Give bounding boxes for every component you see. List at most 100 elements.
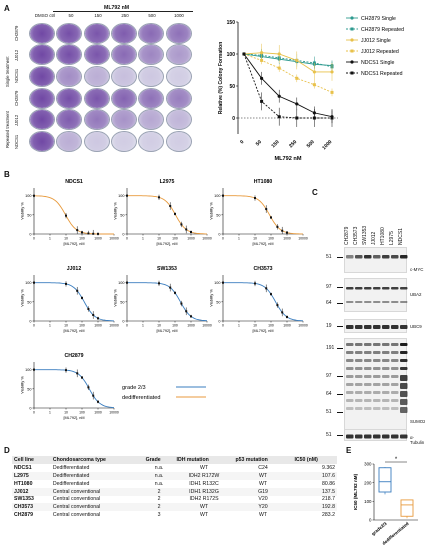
colony-plate — [138, 87, 165, 109]
panel-label-b: B — [4, 170, 10, 179]
data-point — [185, 310, 188, 313]
colony-plate — [29, 109, 55, 131]
colony-plate — [165, 22, 192, 44]
mw-tick — [337, 394, 343, 395]
x-axis-label: [ML792], nM — [252, 329, 273, 333]
y-tick-label: 0 — [369, 518, 372, 523]
protein-band — [391, 434, 399, 439]
legend-label: JJ012 Repeated — [361, 49, 399, 55]
colony-plate — [110, 109, 137, 131]
blot-bands — [346, 343, 408, 413]
fit-curve — [127, 282, 208, 322]
table-cell: WT — [174, 503, 234, 512]
x-tick-label: 1 — [142, 237, 144, 241]
colony-stain — [30, 45, 54, 65]
protein-band — [400, 407, 408, 413]
panel-label-a: A — [4, 4, 10, 13]
data-point — [330, 70, 334, 74]
x-tick-label: 100 — [79, 324, 85, 328]
colony-stain — [84, 23, 109, 43]
lane-label: NDCS1 — [398, 228, 404, 245]
colony-plate — [29, 22, 55, 44]
y-tick-label: 100 — [25, 281, 31, 285]
series-line — [243, 53, 333, 118]
x-tick-label: 10 — [64, 237, 68, 241]
colony-plate — [138, 65, 165, 87]
protein-band — [355, 301, 363, 303]
protein-band — [391, 399, 399, 402]
table-row: JJ012 Central conventional 2 IDH1 R132G G19 1… — [12, 487, 337, 496]
protein-band — [391, 287, 399, 290]
protein-band — [364, 375, 372, 378]
y-axis-label: Viability % — [21, 202, 25, 220]
protein-band — [382, 383, 390, 386]
data-point — [33, 368, 35, 371]
protein-band — [382, 399, 390, 402]
data-point — [242, 52, 246, 56]
y-tick-label: 50 — [120, 213, 124, 217]
protein-band — [391, 301, 399, 303]
dose-response-chart: NDCS1 0 50 100 0 1 10 100 1000 10000 Viability % [M… — [20, 176, 120, 256]
table-cell: 107.6 — [292, 472, 337, 480]
protein-band — [346, 434, 354, 439]
protein-band — [364, 325, 372, 329]
protein-band — [382, 359, 390, 362]
y-tick-label: 100 — [214, 194, 220, 198]
mw-marker: 19 — [326, 323, 332, 329]
x-tick-label: 1000 — [283, 324, 291, 328]
colony-stain — [84, 45, 109, 65]
colony-plate — [29, 87, 55, 109]
blot-strip — [344, 338, 408, 432]
x-axis-label: [ML792], nM — [252, 242, 273, 246]
protein-band — [382, 434, 390, 439]
curve-legend: grade 2/3 dedifferentiated — [120, 382, 210, 406]
data-point — [260, 99, 264, 103]
protein-band — [400, 434, 408, 439]
table-cell: 2 — [157, 496, 161, 503]
protein-band — [382, 375, 390, 378]
colony-plate — [138, 109, 165, 131]
protein-band — [346, 375, 354, 378]
x-tick-label: 1000 — [187, 324, 195, 328]
protein-band — [355, 375, 363, 378]
blot-bands — [346, 287, 408, 303]
protein-label: UBA2 — [410, 292, 422, 297]
y-axis-label: Viability % — [21, 376, 25, 394]
protein-band — [373, 287, 381, 290]
protein-band — [382, 325, 390, 329]
plate-column-header: 1000 — [174, 13, 184, 18]
protein-band — [391, 343, 399, 346]
data-point — [260, 51, 264, 55]
curve-title: CH2879 — [64, 353, 83, 359]
data-point — [65, 369, 67, 372]
curve-title: HT1080 — [254, 179, 273, 185]
protein-band — [373, 367, 381, 370]
data-point — [281, 229, 284, 232]
x-tick-label: 1 — [49, 237, 51, 241]
blot-bands — [346, 325, 408, 329]
mw-tick — [337, 412, 343, 413]
panel-label-d: D — [4, 446, 10, 455]
colony-plate-grid — [28, 22, 193, 153]
protein-band — [400, 391, 408, 397]
dose-response-chart: L2975 0 50 100 0 1 10 100 1000 10000 Viability % [M… — [113, 176, 213, 256]
y-tick-label: 0 — [232, 116, 235, 122]
table-cell: n.a. — [154, 480, 164, 487]
data-point — [87, 307, 90, 310]
colony-formation-chart: 0 50 100 150 0 50 150 250 500 1000 ML792 nM Relativ… — [216, 8, 425, 168]
data-point — [281, 311, 284, 314]
data-point — [174, 291, 176, 294]
curve-title: NDCS1 — [65, 179, 83, 185]
protein-band — [364, 383, 372, 386]
lane-label: SW1353 — [362, 225, 368, 245]
protein-band — [382, 391, 390, 394]
protein-band — [346, 343, 354, 346]
protein-label: c-MYC — [410, 267, 424, 272]
protein-band — [355, 407, 363, 410]
data-point — [295, 102, 299, 106]
table-cell: CH3573 — [12, 503, 51, 512]
data-point — [260, 76, 264, 80]
protein-band — [346, 399, 354, 402]
fit-curve — [223, 282, 304, 322]
